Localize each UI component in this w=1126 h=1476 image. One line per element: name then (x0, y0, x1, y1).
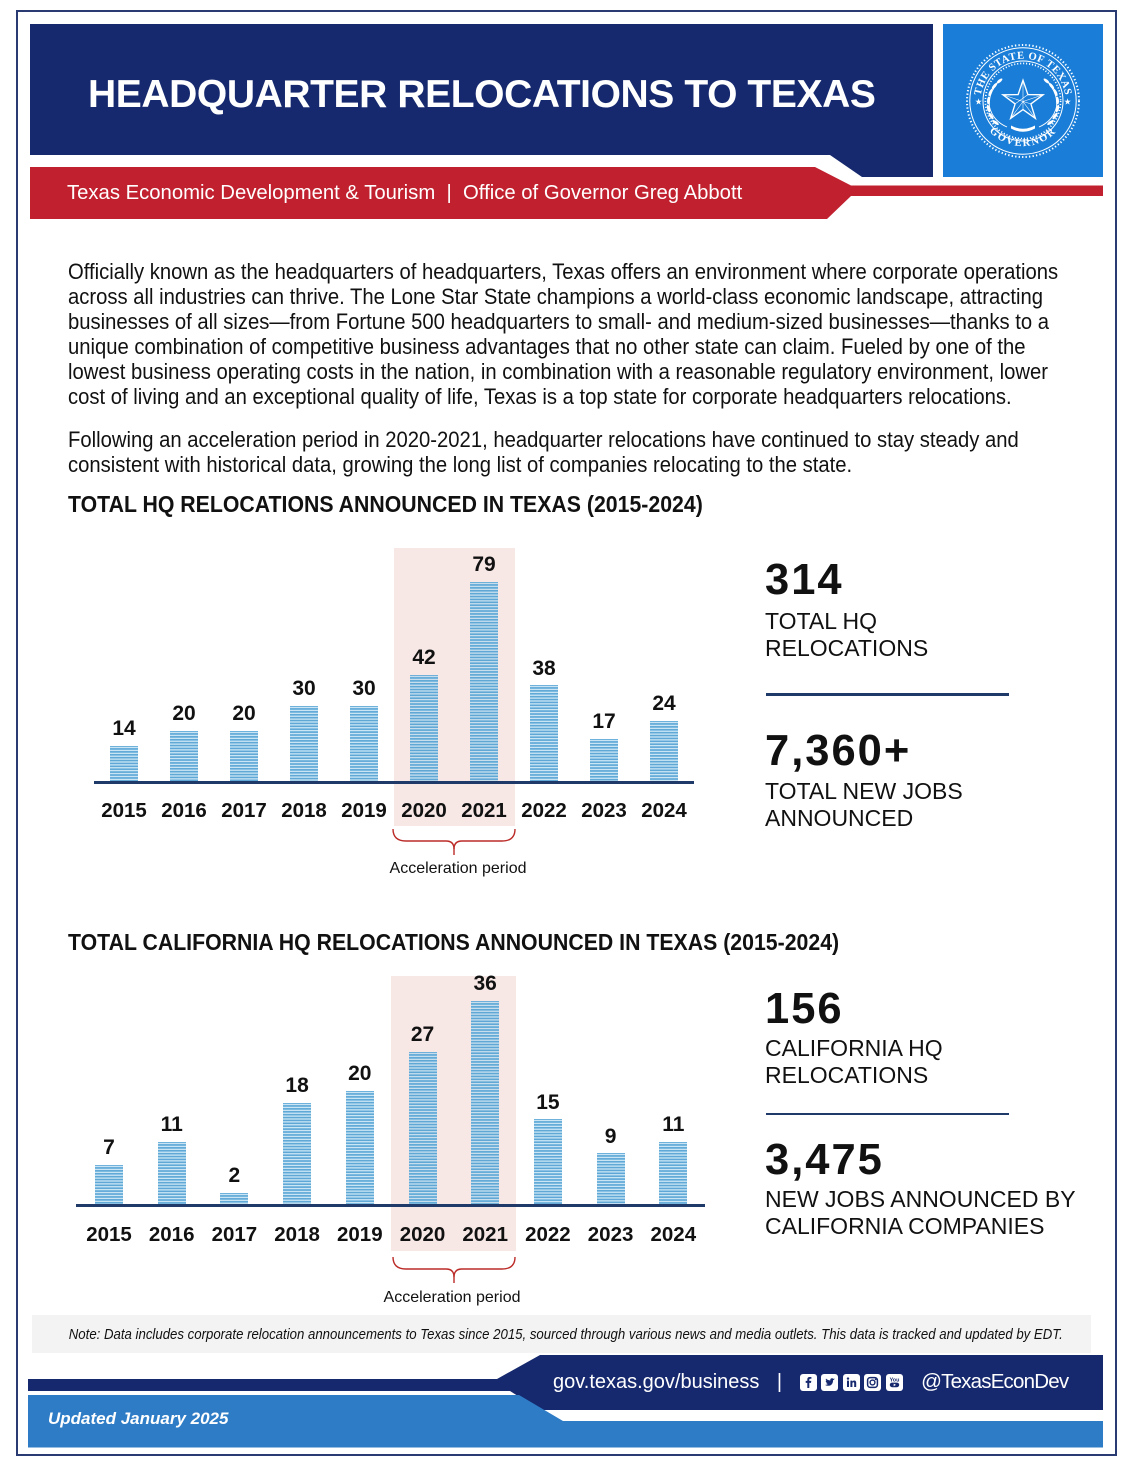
svg-text:You: You (889, 1377, 899, 1383)
svg-text:★: ★ (1064, 97, 1072, 107)
svg-text:★: ★ (975, 97, 983, 107)
